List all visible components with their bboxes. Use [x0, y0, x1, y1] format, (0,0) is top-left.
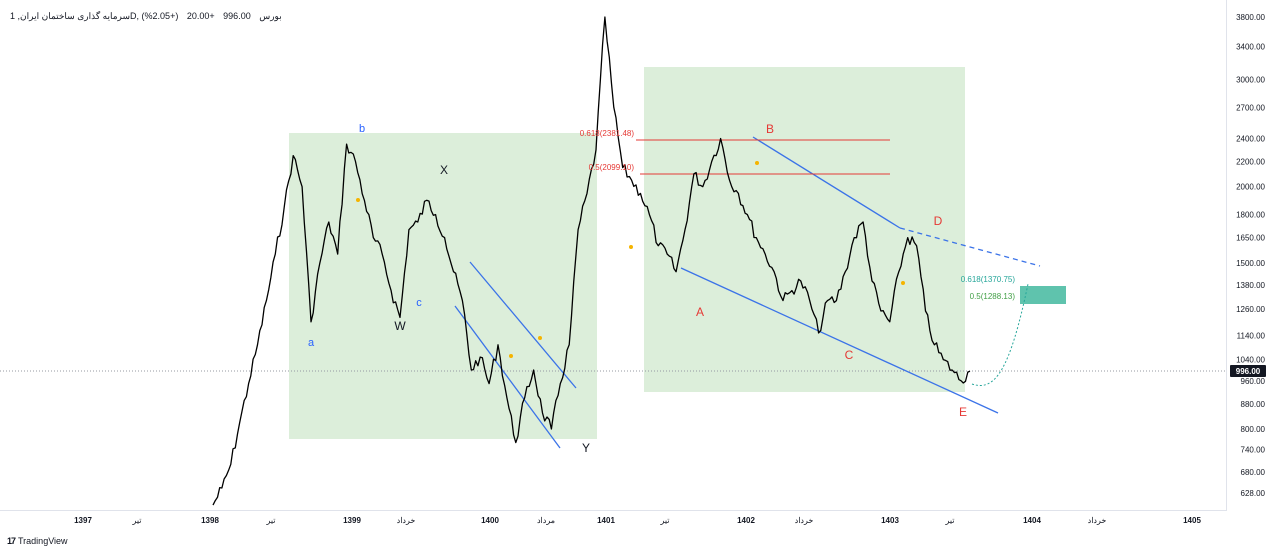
layer-drawings — [454, 136, 1066, 449]
layer-boxes — [289, 67, 965, 439]
x-tick-label-3: تیر — [265, 516, 275, 525]
price-series-line — [212, 16, 971, 506]
channel-upper-right-extension — [899, 227, 1041, 267]
symbol-title[interactable]: سرمایه گذاری ساختمان ایران, 1D, بورس — [10, 11, 282, 21]
target-zone-box — [1020, 286, 1066, 304]
wave-label-small-c: c — [416, 297, 422, 309]
y-tick-label-2: 3000.00 — [1236, 76, 1265, 85]
layer-series — [212, 16, 971, 506]
x-tick-label-7: مرداد — [537, 516, 555, 525]
channel-lower-right — [680, 267, 999, 414]
tradingview-logo[interactable]: 17 TradingView — [7, 536, 68, 546]
wave-label-A: A — [696, 305, 704, 319]
x-tick-label-0: 1397 — [74, 516, 92, 525]
tv-icon: 17 — [7, 536, 16, 546]
wave-label-small-a: a — [308, 337, 315, 349]
wave-label-X: X — [440, 163, 448, 177]
wave-label-small-b: b — [359, 123, 365, 135]
y-tick-label-15: 880.00 — [1241, 400, 1266, 409]
wave-label-E: E — [959, 405, 967, 419]
range-box-right — [644, 67, 965, 392]
wave-label-W: W — [394, 319, 406, 333]
x-tick-label-1: تیر — [131, 516, 141, 525]
projected-path — [971, 283, 1029, 386]
y-tick-label-9: 1500.00 — [1236, 259, 1265, 268]
y-tick-label-16: 800.00 — [1241, 425, 1266, 434]
pivot-dot-3 — [629, 245, 633, 249]
time-axis-border — [0, 510, 1227, 511]
y-tick-label-8: 1650.00 — [1236, 234, 1265, 243]
x-tick-label-6: 1400 — [481, 516, 499, 525]
wave-label-Y: Y — [582, 441, 590, 455]
wave-label-C: C — [845, 348, 854, 362]
y-tick-label-12: 1140.00 — [1237, 331, 1266, 340]
x-tick-label-5: خرداد — [397, 516, 416, 525]
x-tick-label-11: خرداد — [795, 516, 814, 525]
y-tick-label-7: 1800.00 — [1236, 211, 1265, 220]
wave-label-B: B — [766, 122, 774, 136]
x-tick-label-4: 1399 — [343, 516, 361, 525]
y-tick-label-1: 3400.00 — [1236, 42, 1265, 51]
y-tick-label-17: 740.00 — [1241, 446, 1266, 455]
x-tick-label-2: 1398 — [201, 516, 219, 525]
channel-upper-right — [752, 136, 901, 229]
x-tick-label-12: 1403 — [881, 516, 899, 525]
symbol-header: سرمایه گذاری ساختمان ایران, 1D, بورس 996… — [10, 11, 288, 22]
x-tick-label-8: 1401 — [597, 516, 615, 525]
y-tick-label-14: 960.00 — [1241, 377, 1266, 386]
last-price-badge-text: 996.00 — [1236, 367, 1261, 376]
x-tick-label-13: تیر — [944, 516, 954, 525]
channel-lower-left — [454, 305, 561, 449]
brand-name: TradingView — [18, 536, 68, 546]
pivot-dot-2 — [538, 336, 542, 340]
fib-upper-label-1: 0.5(2099.10) — [589, 163, 635, 172]
fib-upper-label-0: 0.618(2381.48) — [580, 129, 635, 138]
y-tick-label-3: 2700.00 — [1236, 103, 1265, 112]
y-tick-label-0: 3800.00 — [1236, 13, 1265, 22]
x-tick-label-16: 1405 — [1183, 516, 1201, 525]
price-change-pct: (+2.05%) — [141, 11, 179, 21]
channel-upper-left — [469, 261, 577, 389]
y-tick-label-6: 2000.00 — [1236, 183, 1265, 192]
y-tick-label-18: 680.00 — [1241, 468, 1266, 477]
price-change: +20.00 — [186, 11, 215, 21]
x-tick-label-14: 1404 — [1023, 516, 1041, 525]
fib-target-label-0: 0.618(1370.75) — [961, 275, 1016, 284]
y-tick-label-13: 1040.00 — [1236, 356, 1265, 365]
time-axis: 1397 تیر 1398 تیر 1399 خرداد 1400 مرداد 1401 تیر 1… — [74, 516, 1201, 525]
price-axis-border — [1226, 0, 1227, 510]
y-tick-label-11: 1260.00 — [1236, 305, 1265, 314]
x-tick-label-9: تیر — [659, 516, 669, 525]
x-tick-label-15: خرداد — [1088, 516, 1107, 525]
pivot-dot-0 — [356, 198, 360, 202]
range-box-left — [289, 133, 597, 439]
last-price-value: 996.00 — [223, 11, 251, 21]
y-tick-label-10: 1380.00 — [1236, 281, 1265, 290]
wave-label-D: D — [934, 214, 943, 228]
fib-target-label-1: 0.5(1288.13) — [970, 292, 1016, 301]
y-tick-label-19: 628.00 — [1241, 489, 1266, 498]
y-tick-label-4: 2400.00 — [1236, 135, 1265, 144]
layer-labels: a b cW X Y A B C D E 0.618(2381.48) 0.5(2099.10) 0.6… — [308, 122, 1015, 455]
pivot-dot-4 — [755, 161, 759, 165]
price-axis: 3800.00 3400.00 3000.00 2700.00 2400.00 2200.… — [1230, 13, 1266, 498]
y-tick-label-5: 2200.00 — [1236, 158, 1265, 167]
last-price-badge — [1230, 365, 1266, 378]
pivot-dot-1 — [509, 354, 513, 358]
x-tick-label-10: 1402 — [737, 516, 755, 525]
pivot-dot-5 — [901, 281, 905, 285]
